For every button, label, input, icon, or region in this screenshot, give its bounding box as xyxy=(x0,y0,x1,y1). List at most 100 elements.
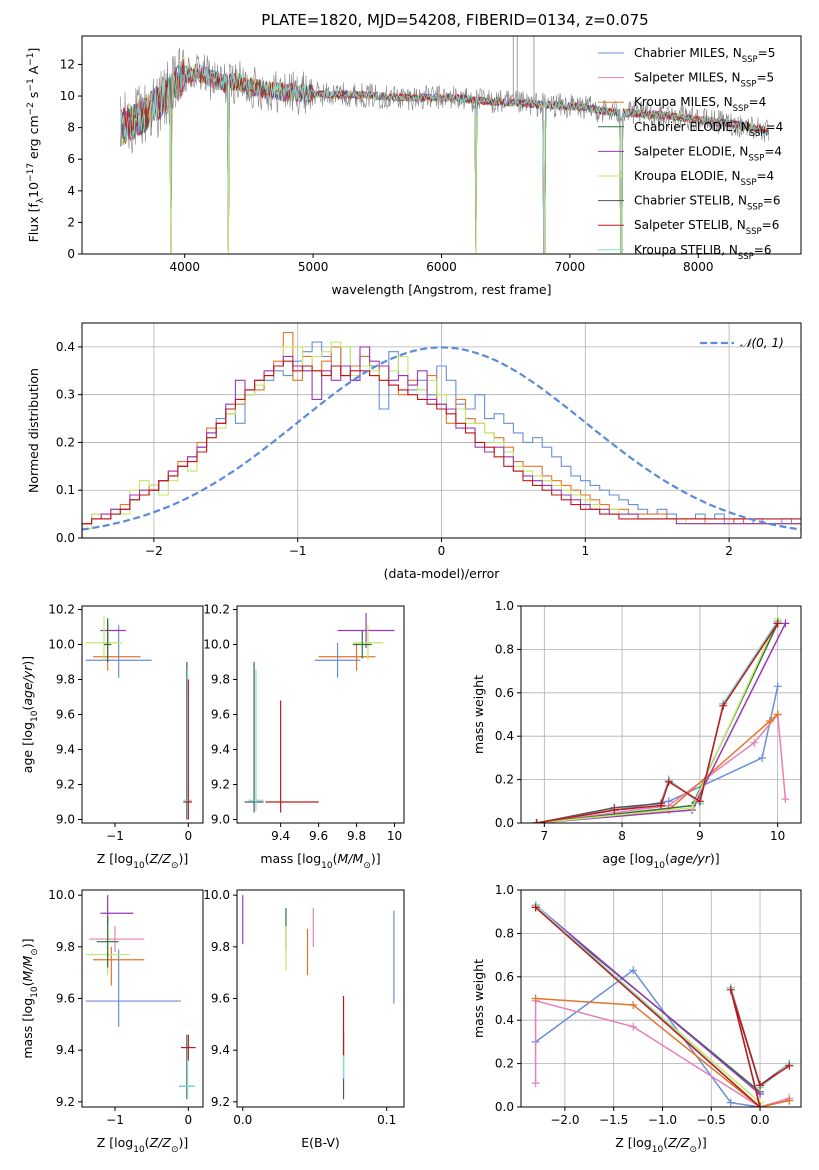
axes-frame xyxy=(236,889,405,1108)
point-chabrier-elodie xyxy=(104,618,112,662)
series-marker xyxy=(688,803,697,812)
hist-salpeter-stelib xyxy=(82,360,801,538)
point-kroupa-miles xyxy=(93,946,145,986)
y-tick-label: 9.4 xyxy=(211,743,230,757)
y-tick-label: 0.2 xyxy=(56,435,75,449)
plot-mass-vs-z: −1 0 9.2 9.4 9.6 9.8 10.0 Z [log10(Z/Z⊙)] mass [… xyxy=(20,888,204,1155)
plot-area-residuals xyxy=(82,332,801,538)
x-tick-label: 2 xyxy=(725,544,733,558)
legend-label: Kroupa STELIB, NSSP=6 xyxy=(634,243,772,262)
point-salpeter-stelib xyxy=(265,700,319,813)
series-marker xyxy=(781,795,790,804)
series-salpeter-elodie xyxy=(532,619,790,823)
y-tick-label: 0.2 xyxy=(495,1057,514,1071)
series-marker xyxy=(785,1096,794,1105)
y-tick-label: 2 xyxy=(67,215,75,229)
series-line xyxy=(536,686,779,823)
y-tick-label: 9.4 xyxy=(211,1043,230,1057)
series-marker xyxy=(531,903,540,912)
series-marker xyxy=(531,994,540,1003)
series-marker xyxy=(756,1103,765,1107)
series-marker xyxy=(781,619,790,628)
series-line xyxy=(536,622,779,823)
y-tick-label: 9.0 xyxy=(56,813,75,827)
point-salpeter-stelib xyxy=(181,1034,196,1061)
plot-area-mass-vs-z xyxy=(85,895,196,1100)
y-tick-label: 9.8 xyxy=(211,940,230,954)
plot-residuals: −2 −1 0 1 2 0.0 0.1 0.2 0.3 0.4 𝒩(0, 1) (data-model… xyxy=(26,322,802,581)
series-marker xyxy=(719,701,728,710)
y-tick-label: 6 xyxy=(67,152,75,166)
plot-age-vs-z: −1 0 9.0 9.2 9.4 9.6 9.8 10.0 10.2 Z [log10(Z/Z⊙)… xyxy=(20,603,204,871)
x-tick-label: 10 xyxy=(387,829,402,843)
y-tick-label: 0.4 xyxy=(56,340,75,354)
point-salpeter-elodie xyxy=(100,895,134,927)
series-salpeter-elodie xyxy=(531,901,765,1098)
point-chabrier-stelib xyxy=(244,662,264,813)
y-tick-label: 0.6 xyxy=(495,970,514,984)
plot-area-weight-vs-age xyxy=(532,615,790,823)
x-tick-label: 1 xyxy=(581,544,589,558)
series-marker xyxy=(758,753,767,762)
y-tick-label: 0.0 xyxy=(495,1100,514,1114)
y-tick-label: 10.0 xyxy=(48,888,75,902)
legend-label: Chabrier STELIB, NSSP=6 xyxy=(634,194,781,213)
y-tick-label: 10.2 xyxy=(203,603,230,617)
plot-mass-vs-ebv: 0.0 0.1 9.2 9.4 9.6 9.8 10.0 E(B-V) xyxy=(203,888,405,1150)
x-axis-label: Z [log10(Z/Z⊙)] xyxy=(615,1135,707,1155)
series-marker xyxy=(773,619,782,628)
y-tick-label: 0.6 xyxy=(495,686,514,700)
point-chabrier-miles xyxy=(85,625,152,678)
y-tick-label: 0.4 xyxy=(495,729,514,743)
y-axis-label: Normed distribution xyxy=(26,368,41,493)
x-tick-label: 0.0 xyxy=(750,1113,769,1127)
series-line xyxy=(536,623,779,823)
series-chabrier-stelib xyxy=(532,617,782,823)
x-axis-label: age [log10(age/yr)] xyxy=(602,851,719,871)
x-tick-label: 5000 xyxy=(298,260,329,274)
plot-area-age-vs-z xyxy=(85,616,192,820)
x-tick-label: 10 xyxy=(770,829,785,843)
axes-frame xyxy=(520,605,802,824)
x-tick-label: −0.5 xyxy=(697,1113,726,1127)
series-chabrier-elodie xyxy=(532,619,782,823)
x-axis-label: Z [log10(Z/Z⊙)] xyxy=(97,851,189,871)
series-marker xyxy=(726,1098,735,1107)
legend-label: Salpeter STELIB, NSSP=6 xyxy=(634,218,779,237)
series-marker xyxy=(629,966,638,975)
legend-label: Salpeter ELODIE, NSSP=4 xyxy=(634,144,782,163)
series-line xyxy=(535,904,761,1095)
series-marker xyxy=(695,797,704,806)
x-axis-label: Z [log10(Z/Z⊙)] xyxy=(97,1135,189,1155)
series-marker xyxy=(629,1001,638,1010)
y-tick-label: 10.0 xyxy=(203,638,230,652)
point-chabrier-stelib xyxy=(179,1034,195,1100)
point-salpeter-miles xyxy=(89,926,145,952)
y-tick-label: 9.8 xyxy=(56,940,75,954)
x-tick-label: 8 xyxy=(618,829,626,843)
point-kroupa-elodie xyxy=(352,625,384,661)
x-tick-label: 6000 xyxy=(426,260,457,274)
y-tick-label: 0.8 xyxy=(495,926,514,940)
y-tick-label: 0 xyxy=(67,247,75,261)
y-tick-label: 9.0 xyxy=(211,813,230,827)
legend-label: Kroupa ELODIE, NSSP=4 xyxy=(634,169,774,188)
y-tick-label: 9.2 xyxy=(56,778,75,792)
y-tick-label: 9.6 xyxy=(56,992,75,1006)
x-tick-label: 0 xyxy=(185,1113,193,1127)
plot-area-age-vs-mass xyxy=(244,613,395,813)
series-marker xyxy=(726,985,735,994)
point-chabrier-miles xyxy=(314,642,361,678)
x-tick-label: −1.5 xyxy=(599,1113,628,1127)
legend-label: Salpeter MILES, NSSP=5 xyxy=(634,71,774,90)
y-tick-label: 1.0 xyxy=(495,883,514,897)
y-tick-label: 9.4 xyxy=(56,743,75,757)
legend-label: Chabrier ELODIE, NSSP=4 xyxy=(634,120,783,139)
x-tick-label: −1 xyxy=(289,544,307,558)
figure-title: PLATE=1820, MJD=54208, FIBERID=0134, z=0… xyxy=(261,11,649,29)
point-kroupa-miles xyxy=(318,642,376,671)
axes-frame xyxy=(81,605,204,824)
y-tick-label: 9.2 xyxy=(211,1095,230,1109)
axes-frame xyxy=(520,889,802,1108)
series-marker xyxy=(785,1061,794,1070)
